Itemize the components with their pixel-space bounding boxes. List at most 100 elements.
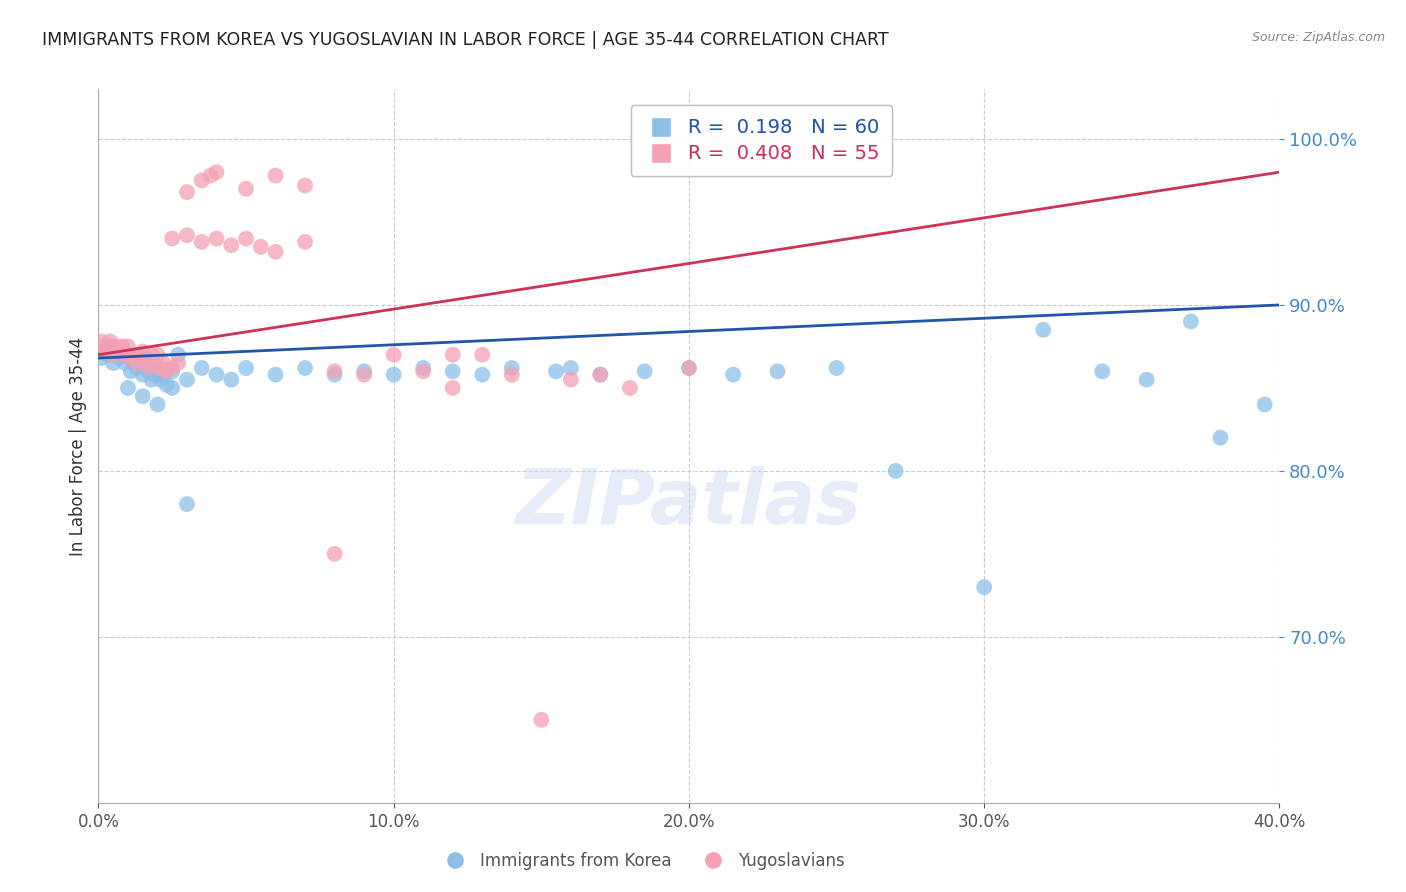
Point bbox=[117, 348, 139, 362]
Point bbox=[264, 244, 287, 259]
Point bbox=[117, 381, 139, 395]
Point bbox=[141, 348, 163, 362]
Point bbox=[146, 364, 169, 378]
Point bbox=[1091, 364, 1114, 378]
Point bbox=[128, 348, 150, 362]
Point bbox=[138, 361, 160, 376]
Point bbox=[138, 364, 160, 378]
Point bbox=[149, 373, 172, 387]
Point bbox=[191, 235, 214, 249]
Point bbox=[560, 361, 582, 376]
Y-axis label: In Labor Force | Age 35-44: In Labor Force | Age 35-44 bbox=[69, 336, 87, 556]
Point bbox=[205, 231, 228, 245]
Point bbox=[162, 231, 183, 245]
Point bbox=[219, 373, 242, 387]
Point bbox=[294, 361, 316, 376]
Text: Source: ZipAtlas.com: Source: ZipAtlas.com bbox=[1251, 31, 1385, 45]
Point bbox=[98, 334, 121, 349]
Point bbox=[93, 344, 115, 359]
Point bbox=[105, 348, 128, 362]
Point bbox=[191, 173, 214, 187]
Text: ZIPatlas: ZIPatlas bbox=[516, 467, 862, 540]
Point bbox=[162, 381, 183, 395]
Point bbox=[122, 348, 145, 362]
Point bbox=[382, 368, 405, 382]
Point bbox=[155, 377, 177, 392]
Point bbox=[132, 344, 155, 359]
Point bbox=[155, 364, 177, 378]
Point bbox=[560, 373, 582, 387]
Point bbox=[973, 580, 995, 594]
Point bbox=[589, 368, 612, 382]
Point bbox=[633, 364, 655, 378]
Point bbox=[132, 389, 155, 403]
Point bbox=[117, 339, 139, 353]
Point bbox=[382, 348, 405, 362]
Legend: Immigrants from Korea, Yugoslavians: Immigrants from Korea, Yugoslavians bbox=[432, 846, 852, 877]
Point bbox=[323, 364, 346, 378]
Point bbox=[132, 368, 155, 382]
Point bbox=[766, 364, 789, 378]
Point bbox=[530, 713, 553, 727]
Point bbox=[884, 464, 907, 478]
Point bbox=[90, 351, 112, 365]
Point bbox=[1135, 373, 1157, 387]
Point bbox=[471, 348, 494, 362]
Point bbox=[441, 381, 464, 395]
Point bbox=[152, 356, 174, 370]
Point bbox=[264, 169, 287, 183]
Point bbox=[162, 364, 183, 378]
Point bbox=[108, 351, 131, 365]
Point bbox=[501, 368, 523, 382]
Point bbox=[412, 364, 434, 378]
Point bbox=[235, 182, 257, 196]
Point bbox=[176, 373, 198, 387]
Point bbox=[235, 231, 257, 245]
Point bbox=[825, 361, 848, 376]
Point bbox=[205, 368, 228, 382]
Point bbox=[114, 356, 136, 370]
Point bbox=[176, 185, 198, 199]
Point bbox=[353, 368, 375, 382]
Point bbox=[111, 339, 134, 353]
Point bbox=[441, 348, 464, 362]
Point bbox=[114, 348, 136, 362]
Point bbox=[1209, 431, 1232, 445]
Point bbox=[1032, 323, 1054, 337]
Point bbox=[678, 361, 700, 376]
Point bbox=[128, 351, 150, 365]
Point bbox=[146, 397, 169, 411]
Point bbox=[98, 339, 121, 353]
Point bbox=[294, 178, 316, 193]
Point bbox=[143, 356, 166, 370]
Point bbox=[353, 364, 375, 378]
Point bbox=[441, 364, 464, 378]
Point bbox=[205, 165, 228, 179]
Point bbox=[141, 373, 163, 387]
Point bbox=[471, 368, 494, 382]
Point bbox=[120, 351, 142, 365]
Point bbox=[152, 368, 174, 382]
Point bbox=[125, 356, 148, 370]
Point bbox=[90, 334, 112, 349]
Point bbox=[501, 361, 523, 376]
Point bbox=[323, 547, 346, 561]
Point bbox=[96, 344, 118, 359]
Point bbox=[167, 356, 190, 370]
Point bbox=[176, 497, 198, 511]
Point bbox=[235, 361, 257, 376]
Point bbox=[146, 348, 169, 362]
Point bbox=[103, 356, 125, 370]
Point bbox=[721, 368, 744, 382]
Point bbox=[412, 361, 434, 376]
Text: IMMIGRANTS FROM KOREA VS YUGOSLAVIAN IN LABOR FORCE | AGE 35-44 CORRELATION CHAR: IMMIGRANTS FROM KOREA VS YUGOSLAVIAN IN … bbox=[42, 31, 889, 49]
Point bbox=[1254, 397, 1277, 411]
Point bbox=[135, 351, 157, 365]
Point bbox=[200, 169, 222, 183]
Point bbox=[125, 361, 148, 376]
Point bbox=[678, 361, 700, 376]
Point bbox=[135, 361, 157, 376]
Point bbox=[93, 339, 115, 353]
Point bbox=[264, 368, 287, 382]
Point bbox=[108, 344, 131, 359]
